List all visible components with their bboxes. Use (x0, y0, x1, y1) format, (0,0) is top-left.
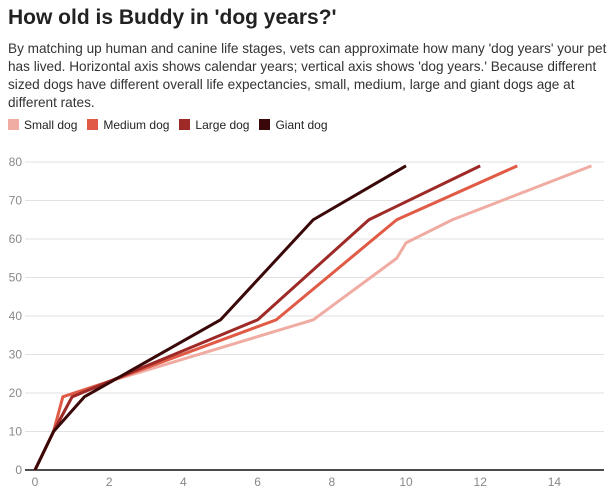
series-line-giant-dog (33, 164, 407, 471)
y-tick-label: 40 (9, 309, 23, 323)
y-tick-label: 70 (9, 194, 23, 208)
legend: Small dog Medium dog Large dog Giant dog (8, 118, 328, 132)
y-tick-label: 50 (9, 271, 23, 285)
x-tick-label: 2 (106, 475, 113, 489)
y-tick-label: 80 (9, 155, 23, 169)
legend-item: Large dog (179, 118, 249, 132)
x-tick-label: 0 (32, 475, 39, 489)
x-tick-label: 6 (254, 475, 261, 489)
legend-swatch (87, 119, 99, 130)
y-tick-label: 10 (9, 425, 23, 439)
x-tick-label: 14 (548, 475, 562, 489)
legend-swatch (259, 119, 271, 130)
y-tick-label: 20 (9, 386, 23, 400)
legend-label: Small dog (24, 118, 78, 132)
legend-item: Medium dog (87, 118, 169, 132)
legend-item: Giant dog (259, 118, 328, 132)
x-tick-label: 12 (474, 475, 488, 489)
y-tick-label: 30 (9, 348, 23, 362)
y-tick-label: 0 (15, 463, 22, 477)
legend-label: Giant dog (275, 118, 328, 132)
legend-label: Medium dog (103, 118, 170, 132)
legend-label: Large dog (195, 118, 250, 132)
x-tick-label: 10 (399, 475, 413, 489)
legend-item: Small dog (8, 118, 77, 132)
chart-subtitle: By matching up human and canine life sta… (8, 41, 607, 110)
series-line-medium-dog (33, 164, 518, 471)
chart-title: How old is Buddy in 'dog years?' (8, 6, 337, 29)
series-line-small-dog (33, 164, 593, 471)
x-tick-label: 4 (180, 475, 187, 489)
y-tick-label: 60 (9, 232, 23, 246)
x-tick-label: 8 (328, 475, 335, 489)
legend-swatch (8, 119, 19, 130)
legend-swatch (179, 119, 191, 130)
